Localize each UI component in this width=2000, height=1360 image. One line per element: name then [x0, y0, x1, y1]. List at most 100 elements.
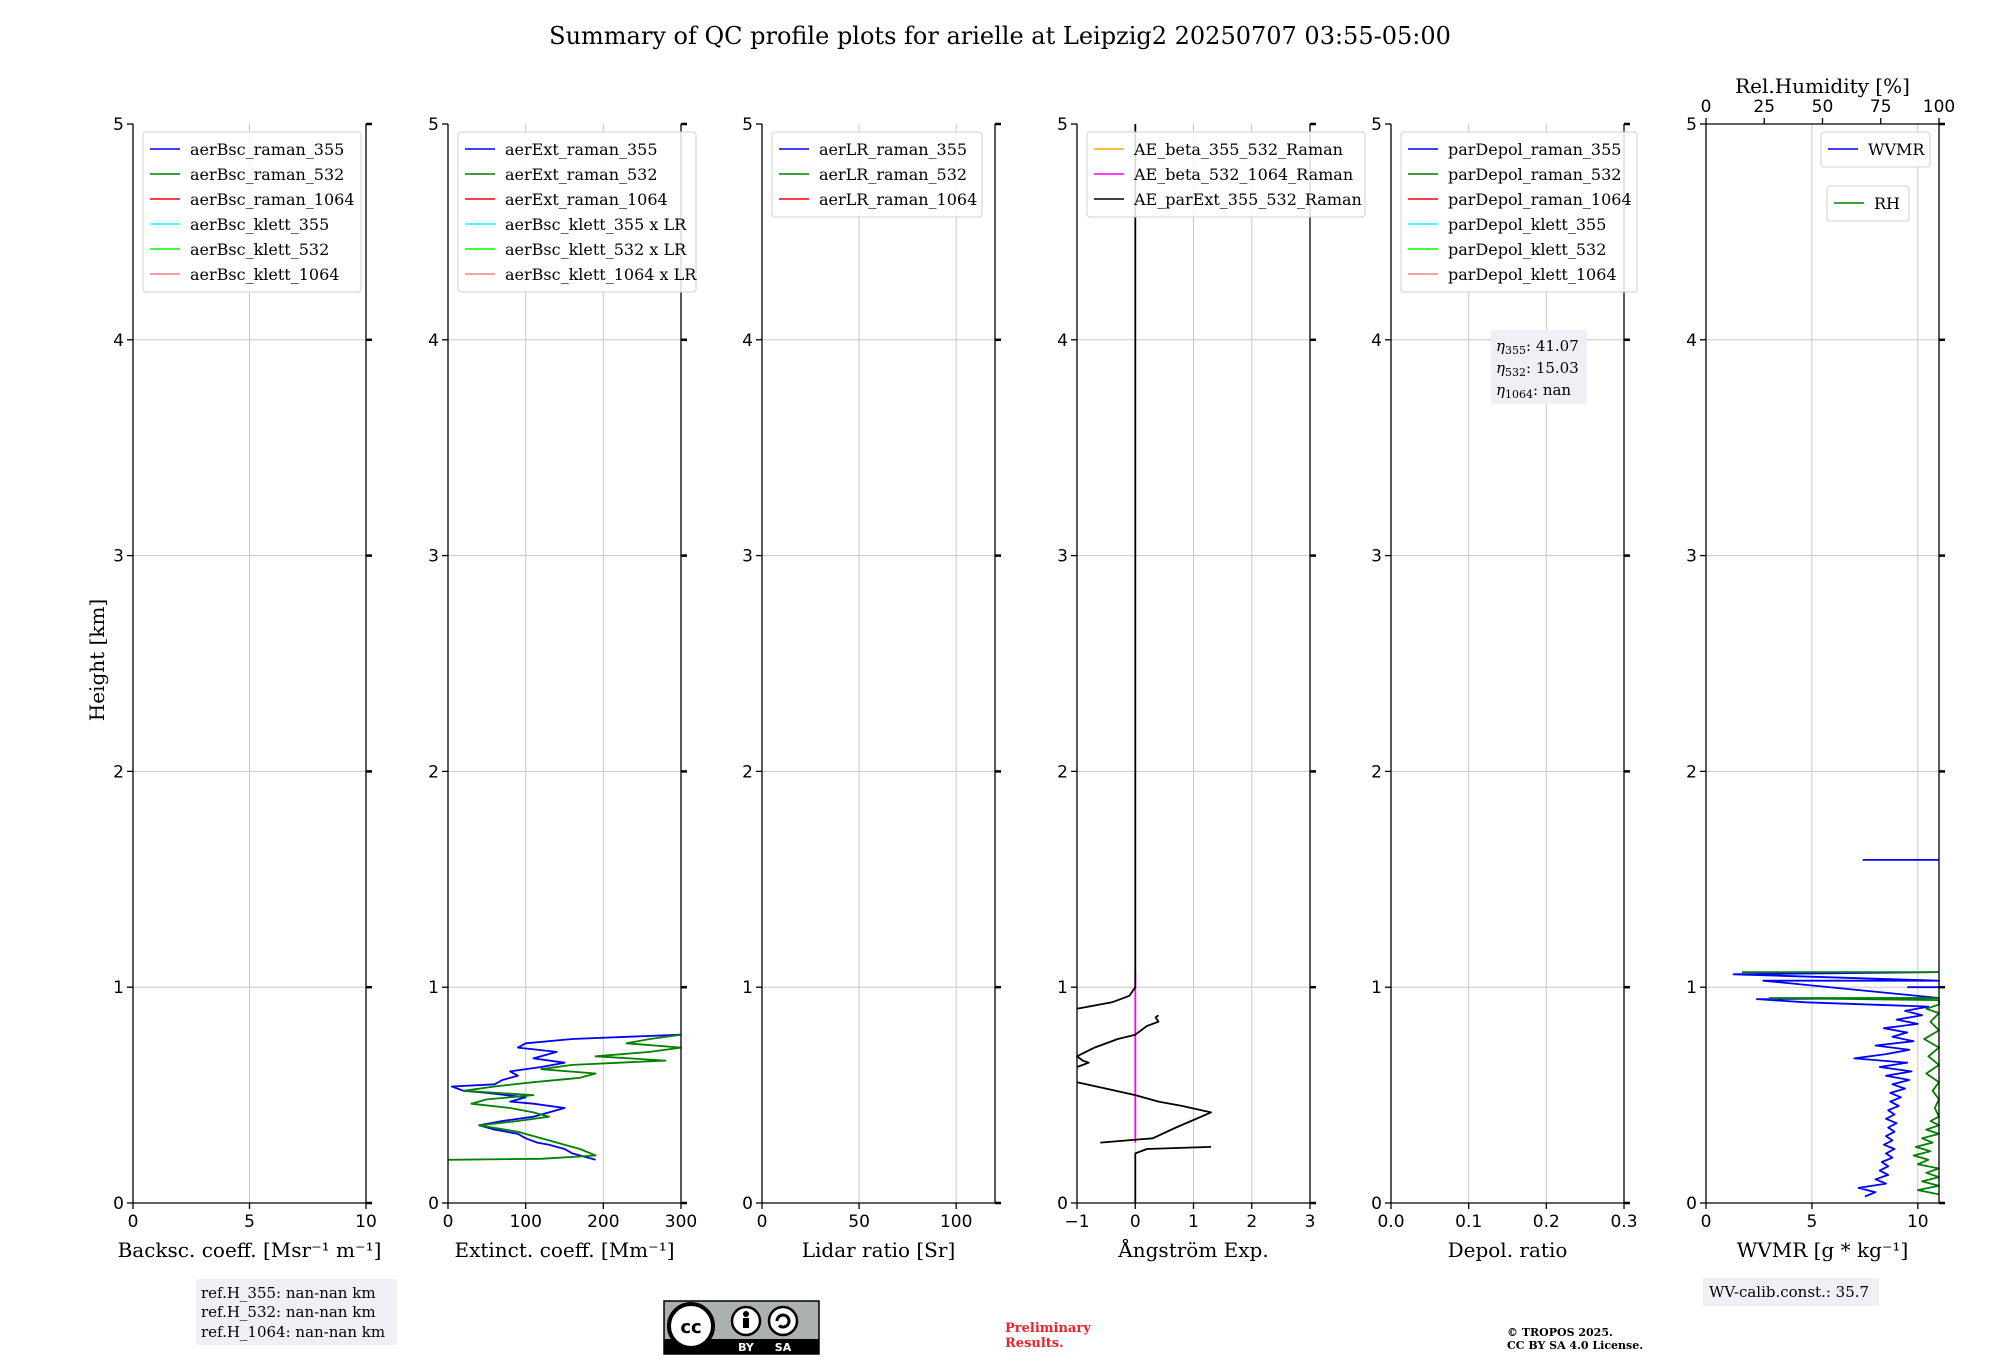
legend-label-3: aerBsc_klett_355: [190, 215, 329, 234]
legend-label-4: aerBsc_klett_532 x LR: [505, 240, 687, 259]
y-tick-label-0: 0: [1057, 1194, 1068, 1214]
legend-label-5: aerBsc_klett_1064 x LR: [505, 265, 697, 284]
legend-label-5: parDepol_klett_1064: [1448, 265, 1617, 284]
top-axis-label: Rel.Humidity [%]: [1735, 74, 1910, 98]
panel-1: 0 1 2 3 4 5 0 5 10 Backsc. coeff. [Msr⁻¹ m⁻¹] aerB…: [113, 115, 381, 1262]
y-tick-label-5: 5: [113, 115, 124, 135]
y-tick-label-5: 5: [1686, 115, 1697, 135]
x-tick-label-0: 0.0: [1377, 1212, 1404, 1232]
by-person-head-icon: [743, 1311, 749, 1317]
y-tick-label-0: 0: [1686, 1194, 1697, 1214]
y-tick-label-0: 0: [428, 1194, 439, 1214]
panel-2: 0 1 2 3 4 5 0 100 200 300 Extinct. coeff. [Mm⁻¹] ae…: [428, 115, 697, 1262]
top-tick-label-3: 75: [1870, 97, 1892, 117]
legend-label-0: RH: [1874, 194, 1900, 213]
eta-symbol-1: η: [1496, 359, 1505, 377]
top-tick-label-4: 100: [1923, 97, 1955, 117]
refh-355: ref.H_355: nan-nan km: [201, 1284, 376, 1302]
x-tick-label-2: 10: [355, 1212, 377, 1232]
x-tick-label-2: 200: [587, 1212, 619, 1232]
eta-0: η355: 41.07: [1496, 337, 1579, 357]
top-tick-label-2: 50: [1812, 97, 1834, 117]
series-line-4: [1076, 124, 1137, 1010]
eta-2: η1064: nan: [1496, 381, 1571, 401]
x-tick-label-1: 5: [244, 1212, 255, 1232]
legend-rh-frame: [1826, 185, 1910, 222]
cc-icon-glyph: cc: [680, 1317, 701, 1338]
legend: aerExt_raman_355 aerExt_raman_532 aerExt_r…: [457, 131, 697, 293]
legend-frame: [771, 131, 983, 218]
x-tick-label-2: 10: [1907, 1212, 1929, 1232]
top-tick-label-1: 25: [1753, 97, 1775, 117]
x-tick-label-0: 0: [1701, 1212, 1712, 1232]
legend-label-4: parDepol_klett_532: [1448, 240, 1606, 259]
legend-frame: [457, 131, 697, 293]
x-axis-label: Depol. ratio: [1448, 1238, 1568, 1262]
series-line-1: [1134, 1146, 1212, 1203]
x-tick-label-1: 0.1: [1455, 1212, 1482, 1232]
refh-box-bg: [196, 1279, 397, 1345]
y-tick-label-4: 4: [1686, 331, 1697, 351]
eta-symbol-0: η: [1496, 337, 1505, 355]
y-tick-label-2: 2: [742, 762, 753, 782]
x-tick-label-0: −1: [1064, 1212, 1089, 1232]
x-tick-label-1: 100: [509, 1212, 541, 1232]
legend-label-1: aerLR_raman_532: [819, 165, 967, 184]
legend-label-3: parDepol_klett_355: [1448, 215, 1606, 234]
eta-value-1: : 15.03: [1526, 359, 1579, 377]
y-tick-label-5: 5: [1371, 115, 1382, 135]
eta-symbol-2: η: [1496, 381, 1505, 399]
eta-box-bg: [1491, 330, 1587, 404]
wv-calib-text: WV-calib.const.: 35.7: [1709, 1283, 1869, 1301]
copyright-line1: © TROPOS 2025.: [1507, 1326, 1613, 1339]
x-tick-label-0: 0: [443, 1212, 454, 1232]
series-line-0: [450, 1033, 682, 1161]
series-line-3: [1768, 997, 1940, 1196]
y-tick-label-4: 4: [1371, 331, 1382, 351]
legend: aerLR_raman_355 aerLR_raman_532 aerLR_rama…: [771, 131, 983, 218]
y-tick-label-1: 1: [742, 978, 753, 998]
legend-wvmr-frame: [1820, 131, 1931, 168]
series-line-0: [1732, 971, 1940, 1198]
x-tick-label-1: 5: [1806, 1212, 1817, 1232]
series-line-1: [447, 1033, 682, 1161]
series-line-2: [1076, 1081, 1212, 1144]
x-axis-label: Lidar ratio [Sr]: [802, 1238, 956, 1262]
refh-box: ref.H_355: nan-nan km ref.H_532: nan-nan…: [196, 1279, 397, 1345]
y-tick-label-3: 3: [1057, 547, 1068, 567]
legend-label-0: AE_beta_355_532_Raman: [1133, 140, 1343, 159]
series-line-3: [1076, 1014, 1160, 1068]
legend-label-5: aerBsc_klett_1064: [190, 265, 339, 284]
by-person-body-icon: [743, 1318, 749, 1328]
y-tick-label-3: 3: [428, 547, 439, 567]
legend-label-2: aerLR_raman_1064: [819, 190, 977, 209]
y-tick-label-4: 4: [1057, 331, 1068, 351]
y-tick-label-3: 3: [1686, 547, 1697, 567]
legend-frame: [1400, 131, 1638, 293]
legend: aerBsc_raman_355 aerBsc_raman_532 aerBsc_r…: [142, 131, 362, 293]
y-tick-label-0: 0: [742, 1194, 753, 1214]
legend-label-2: AE_parExt_355_532_Raman: [1133, 190, 1362, 209]
sa-share-icon: [767, 1305, 799, 1337]
y-tick-label-2: 2: [1057, 762, 1068, 782]
sa-arrow-icon: [775, 1313, 791, 1329]
y-tick-label-5: 5: [428, 115, 439, 135]
wv-calib-bg: [1703, 1278, 1879, 1306]
legend-frame: [142, 131, 362, 293]
legend-rh: RH: [1826, 185, 1910, 222]
x-axis-label: Extinct. coeff. [Mm⁻¹]: [454, 1238, 674, 1262]
y-tick-label-1: 1: [1371, 978, 1382, 998]
legend-label-0: aerExt_raman_355: [505, 140, 658, 159]
wv-calib-box: WV-calib.const.: 35.7: [1703, 1278, 1879, 1306]
y-tick-label-0: 0: [1371, 1194, 1382, 1214]
preliminary-line1: Preliminary: [1005, 1321, 1091, 1336]
x-axis-label: WVMR [g * kg⁻¹]: [1737, 1238, 1909, 1262]
legend: parDepol_raman_355 parDepol_raman_532 parD…: [1400, 131, 1638, 293]
y-tick-label-3: 3: [113, 547, 124, 567]
y-tick-label-2: 2: [428, 762, 439, 782]
y-tick-label-4: 4: [428, 331, 439, 351]
legend-label-1: aerBsc_raman_532: [190, 165, 344, 184]
